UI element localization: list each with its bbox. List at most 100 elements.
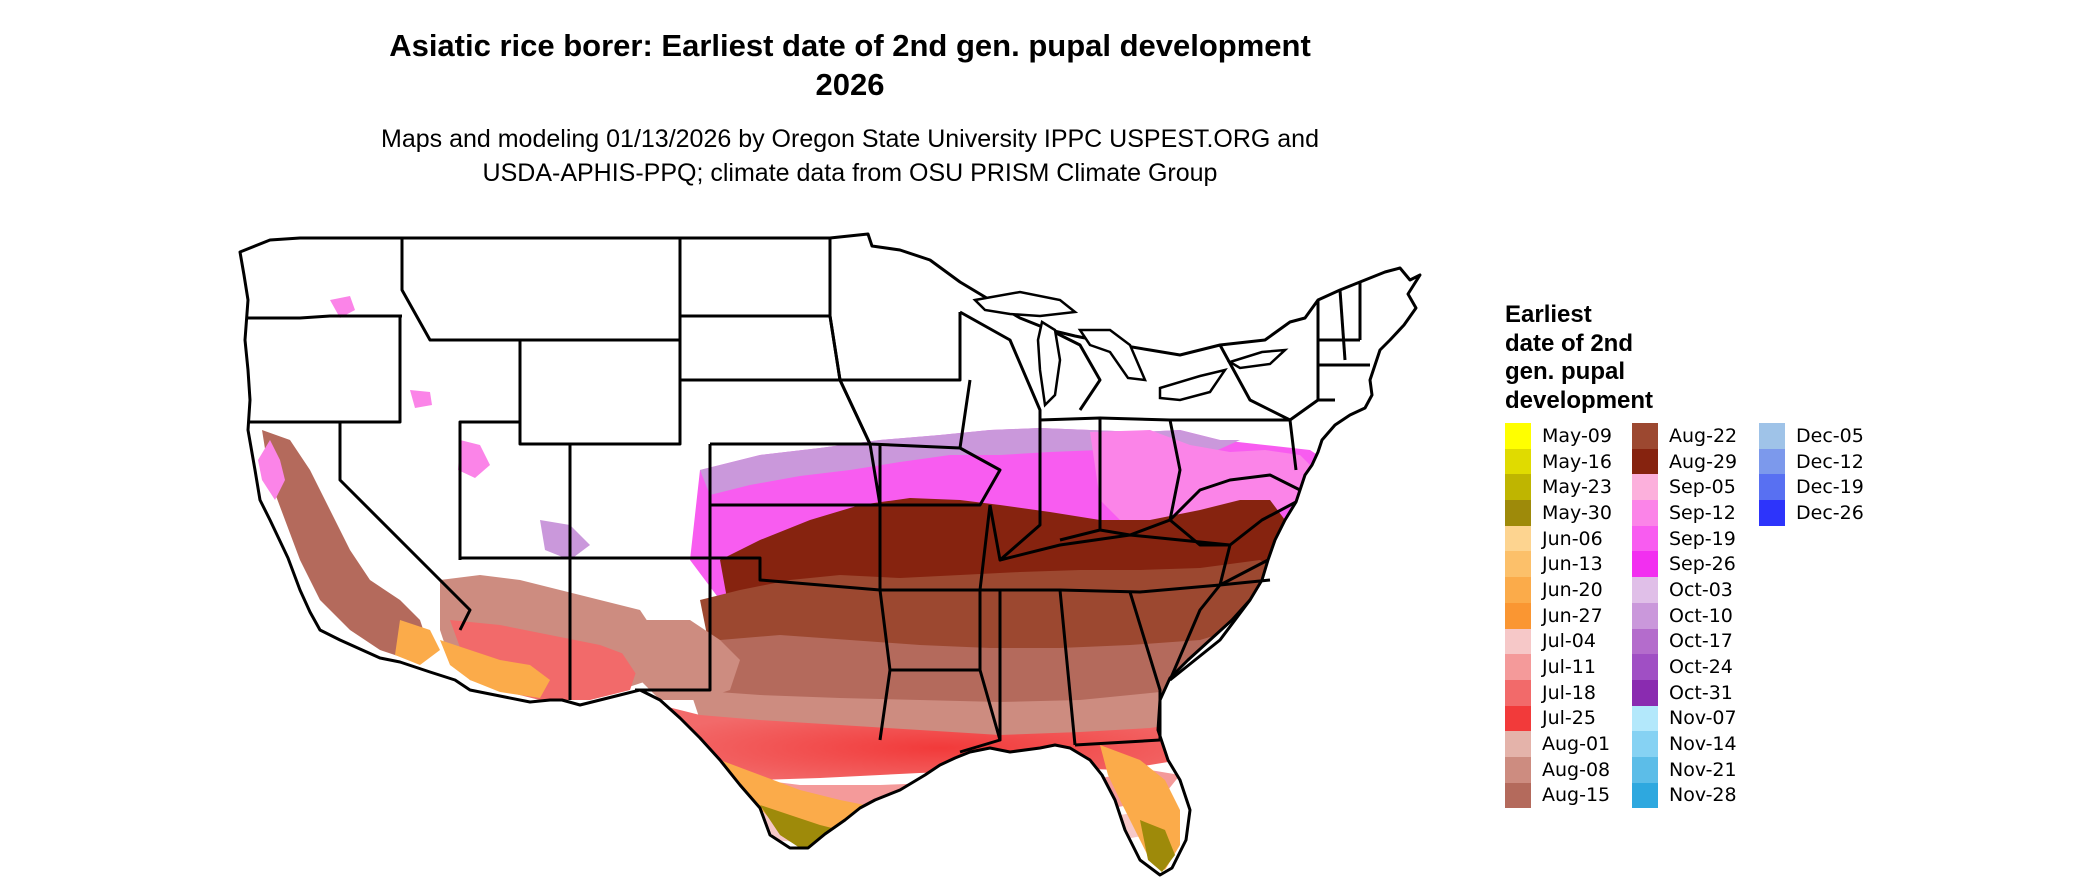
legend-title: Earliest date of 2nd gen. pupal developm… bbox=[1505, 301, 1653, 415]
legend-swatch bbox=[1632, 679, 1658, 706]
legend-swatch bbox=[1632, 756, 1658, 783]
legend-label: May-16 bbox=[1542, 450, 1612, 473]
legend-label: Jul-18 bbox=[1542, 681, 1596, 704]
legend-title-line: date of 2nd bbox=[1505, 329, 1634, 357]
legend-swatch bbox=[1505, 525, 1531, 552]
legend-swatch bbox=[1632, 705, 1658, 732]
legend-swatch bbox=[1505, 423, 1531, 449]
legend-swatch bbox=[1505, 756, 1531, 783]
legend-swatch bbox=[1505, 602, 1531, 629]
legend-swatch bbox=[1505, 474, 1531, 501]
legend-item: Aug-08 bbox=[1505, 756, 1612, 783]
legend-swatch bbox=[1759, 423, 1785, 449]
legend-title-line: Earliest bbox=[1505, 301, 1592, 328]
legend-swatch bbox=[1632, 782, 1658, 809]
legend-swatch bbox=[1505, 705, 1531, 732]
legend-column: Aug-22 Aug-29 Sep-05 Sep-12 Sep-19 Sep-26 Oct-… bbox=[1632, 423, 1738, 809]
map-title: Asiatic rice borer: Earliest date of 2nd… bbox=[389, 28, 1311, 63]
legend-item: Dec-05 bbox=[1759, 423, 1864, 449]
legend-label: Nov-14 bbox=[1669, 733, 1737, 756]
legend-swatch bbox=[1759, 448, 1785, 475]
legend-label: Aug-08 bbox=[1542, 758, 1611, 781]
legend-item: Jun-27 bbox=[1505, 602, 1612, 629]
legend-label: Nov-21 bbox=[1669, 758, 1737, 781]
legend-item: Jun-06 bbox=[1505, 525, 1612, 552]
legend-swatch bbox=[1505, 500, 1531, 526]
legend-column: Dec-05 Dec-12 Dec-19 Dec-26 bbox=[1759, 423, 1864, 526]
legend-label: Dec-12 bbox=[1796, 450, 1864, 473]
legend-item: Sep-12 bbox=[1632, 500, 1737, 526]
legend-title-line: development bbox=[1505, 386, 1654, 414]
legend-item: May-09 bbox=[1505, 423, 1612, 449]
legend-item: Oct-03 bbox=[1632, 577, 1737, 603]
legend-item: Oct-24 bbox=[1632, 654, 1737, 680]
legend-item: Oct-17 bbox=[1632, 628, 1737, 655]
legend-swatch bbox=[1632, 602, 1658, 629]
legend-item: Dec-19 bbox=[1759, 474, 1864, 501]
legend-label: Oct-17 bbox=[1669, 630, 1733, 653]
legend-label: Sep-26 bbox=[1669, 553, 1736, 576]
legend-column: May-09 May-16 May-23 May-30 Jun-06 Jun-13 Jun-… bbox=[1505, 423, 1612, 809]
legend-item: Aug-15 bbox=[1505, 782, 1612, 809]
legend-swatch bbox=[1505, 448, 1531, 475]
legend-label: May-23 bbox=[1542, 476, 1612, 499]
legend-swatch bbox=[1759, 474, 1785, 501]
legend-swatch bbox=[1632, 628, 1658, 655]
legend-label: Jun-27 bbox=[1542, 604, 1603, 627]
legend-swatch bbox=[1632, 474, 1658, 501]
legend-label: Jun-13 bbox=[1542, 553, 1603, 576]
legend-swatch bbox=[1632, 577, 1658, 603]
legend-label: Jun-20 bbox=[1542, 578, 1603, 601]
legend-item: Jun-13 bbox=[1505, 551, 1612, 578]
legend-item: Jun-20 bbox=[1505, 577, 1612, 603]
legend-swatch bbox=[1632, 551, 1658, 578]
legend-label: Aug-01 bbox=[1542, 733, 1611, 756]
map-subtitle-line-2: USDA-APHIS-PPQ; climate data from OSU PR… bbox=[482, 159, 1218, 187]
legend-item: Nov-21 bbox=[1632, 756, 1737, 783]
legend-item: May-30 bbox=[1505, 500, 1612, 526]
legend-title-line: gen. pupal bbox=[1505, 358, 1625, 385]
legend-swatch bbox=[1632, 731, 1658, 757]
legend-swatch bbox=[1505, 551, 1531, 578]
legend-label: May-30 bbox=[1542, 501, 1612, 524]
legend-swatch bbox=[1632, 423, 1658, 449]
legend-item: Sep-05 bbox=[1632, 474, 1737, 501]
legend-item: Jul-04 bbox=[1505, 628, 1612, 655]
map-subtitle-line-1: Maps and modeling 01/13/2026 by Oregon S… bbox=[381, 125, 1319, 153]
legend-item: Nov-14 bbox=[1632, 731, 1737, 757]
legend-label: Sep-19 bbox=[1669, 527, 1736, 550]
legend-swatch bbox=[1759, 500, 1785, 526]
legend-label: Jun-06 bbox=[1542, 527, 1603, 550]
legend-item: Sep-19 bbox=[1632, 525, 1737, 552]
legend-item: May-16 bbox=[1505, 448, 1612, 475]
legend-label: Jul-11 bbox=[1542, 656, 1596, 679]
great-lakes bbox=[972, 290, 1289, 408]
legend-label: Jul-25 bbox=[1542, 707, 1596, 730]
legend-label: Jul-04 bbox=[1542, 630, 1596, 653]
legend-item: Jul-11 bbox=[1505, 654, 1612, 680]
legend-swatch bbox=[1632, 654, 1658, 680]
legend-item: Aug-29 bbox=[1632, 448, 1737, 475]
legend-swatch bbox=[1632, 525, 1658, 552]
legend-item: May-23 bbox=[1505, 474, 1612, 501]
legend-swatch bbox=[1505, 654, 1531, 680]
legend-label: Oct-31 bbox=[1669, 681, 1733, 704]
legend-swatch bbox=[1505, 782, 1531, 809]
legend-item: Aug-01 bbox=[1505, 731, 1612, 757]
legend-swatch bbox=[1505, 628, 1531, 655]
legend-item: Nov-28 bbox=[1632, 782, 1737, 809]
legend-swatch bbox=[1632, 500, 1658, 526]
legend-label: Aug-22 bbox=[1669, 424, 1738, 447]
state-boundaries bbox=[238, 232, 1422, 877]
map-title-year: 2026 bbox=[815, 67, 885, 102]
legend-label: Sep-05 bbox=[1669, 476, 1736, 499]
legend-item: Jul-18 bbox=[1505, 679, 1612, 706]
legend-label: Oct-24 bbox=[1669, 656, 1733, 679]
legend-swatch bbox=[1505, 577, 1531, 603]
legend-swatch bbox=[1505, 679, 1531, 706]
legend-swatch bbox=[1505, 731, 1531, 757]
legend-label: May-09 bbox=[1542, 424, 1612, 447]
legend-label: Aug-15 bbox=[1542, 784, 1611, 807]
legend-label: Sep-12 bbox=[1669, 501, 1736, 524]
legend-item: Oct-10 bbox=[1632, 602, 1737, 629]
